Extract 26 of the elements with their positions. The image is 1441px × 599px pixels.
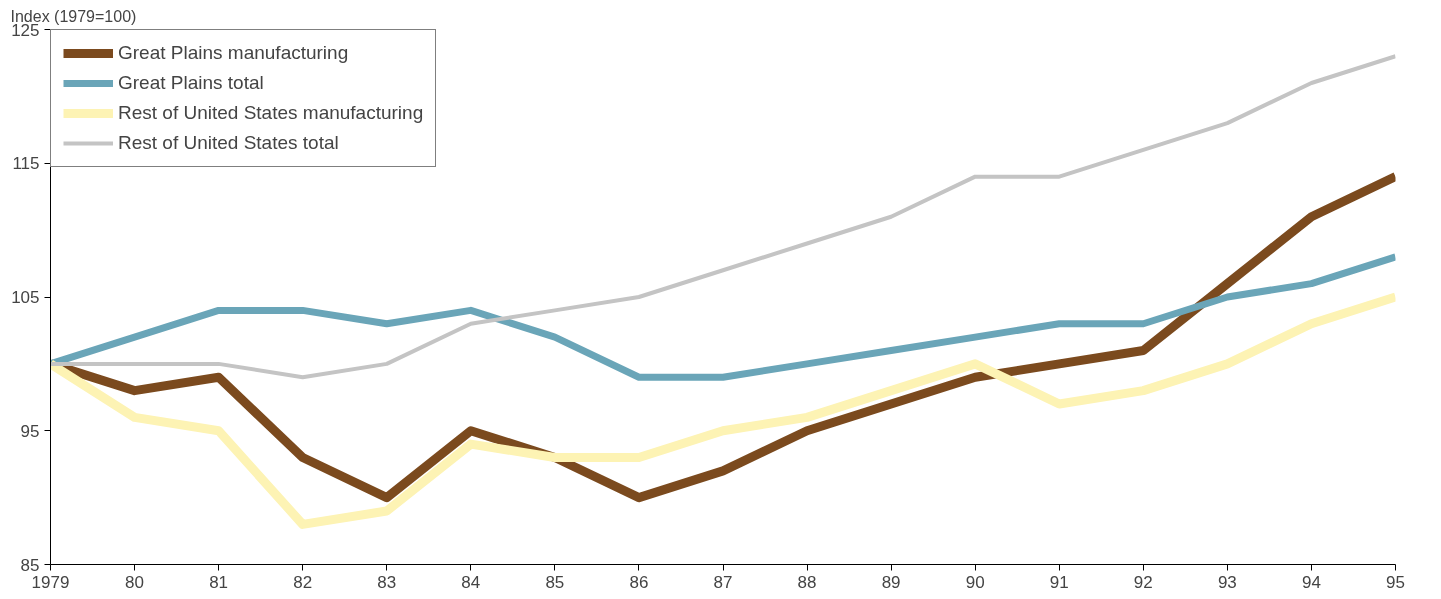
legend-label: Great Plains total	[118, 72, 264, 94]
x-tick-label: 81	[209, 572, 229, 592]
x-tick-label: 86	[629, 572, 649, 592]
x-tick-label: 92	[1133, 572, 1153, 592]
legend-label: Great Plains manufacturing	[118, 42, 349, 64]
x-tick-label: 95	[1386, 572, 1405, 592]
y-tick-label: 95	[20, 421, 40, 441]
x-tick-label: 88	[797, 572, 817, 592]
x-tick-label: 84	[461, 572, 481, 592]
x-tick-label: 94	[1301, 572, 1321, 592]
x-tick-label: 90	[965, 572, 985, 592]
x-tick-label: 93	[1217, 572, 1237, 592]
x-tick-label: 87	[713, 572, 733, 592]
y-tick-label: 85	[20, 555, 40, 575]
x-tick-label: 83	[377, 572, 397, 592]
x-tick-label: 85	[545, 572, 565, 592]
x-tick-label: 80	[125, 572, 145, 592]
legend-label: Rest of United States manufacturing	[118, 102, 424, 124]
x-tick-label: 82	[293, 572, 313, 592]
x-tick-label: 89	[881, 572, 901, 592]
y-tick-label: 115	[12, 154, 40, 174]
legend-label: Rest of United States total	[118, 132, 339, 154]
y-axis-title: Index (1979=100)	[10, 7, 137, 25]
x-tick-label: 1979	[31, 572, 70, 592]
y-tick-label: 105	[11, 288, 40, 307]
x-tick-label: 91	[1049, 572, 1069, 592]
